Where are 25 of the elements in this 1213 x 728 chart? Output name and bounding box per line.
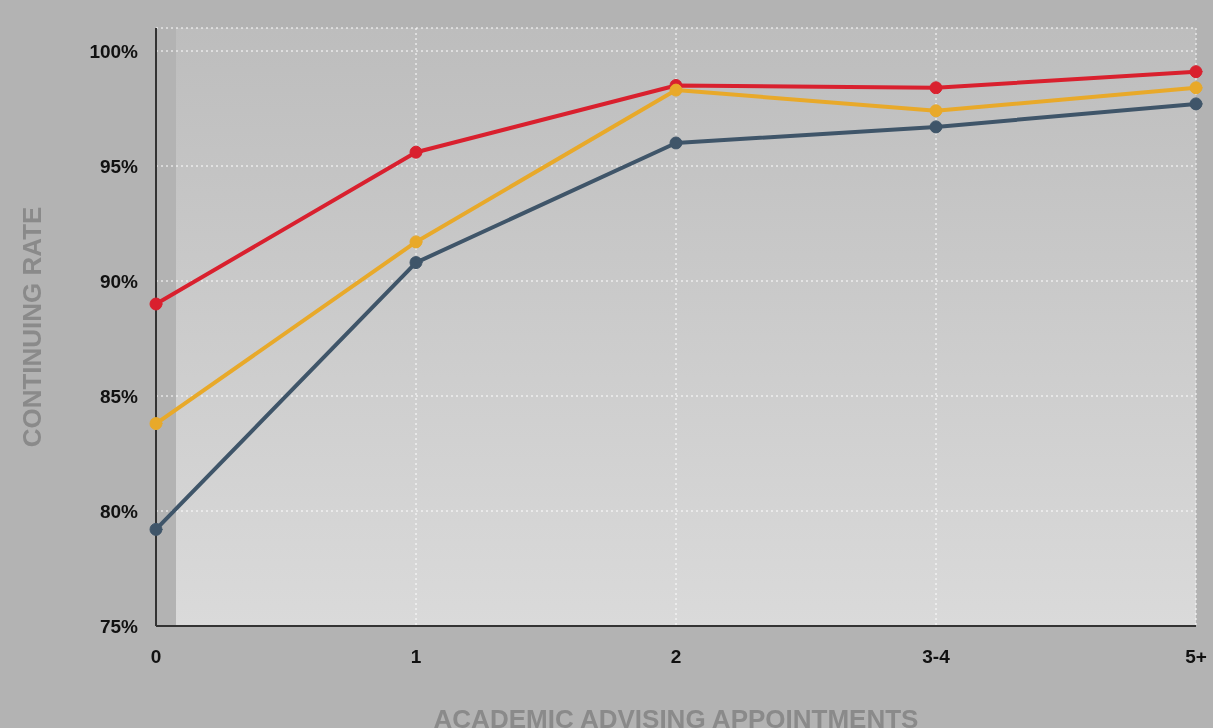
point — [409, 145, 423, 159]
point — [409, 235, 423, 249]
point — [929, 81, 943, 95]
x-tick-label: 1 — [410, 646, 422, 668]
point — [149, 297, 163, 311]
y-tick-label: 90% — [99, 270, 139, 292]
y-tick-label: 80% — [99, 500, 139, 522]
x-tick-label: 0 — [150, 646, 162, 668]
point — [409, 256, 423, 270]
y-tick-label: 85% — [99, 385, 139, 407]
point — [149, 522, 163, 536]
point — [929, 120, 943, 134]
y-tick-label: 100% — [89, 40, 139, 62]
point — [929, 104, 943, 118]
x-tick-label: 3-4 — [922, 646, 951, 668]
point — [1189, 65, 1203, 79]
x-tick-label: 5+ — [1185, 646, 1207, 668]
x-tick-label: 2 — [670, 646, 682, 668]
point — [1189, 97, 1203, 111]
point — [1189, 81, 1203, 95]
y-tick-label: 95% — [99, 155, 139, 177]
point — [669, 83, 683, 97]
point — [149, 417, 163, 431]
point — [669, 136, 683, 150]
y-tick-label: 75% — [99, 615, 139, 637]
